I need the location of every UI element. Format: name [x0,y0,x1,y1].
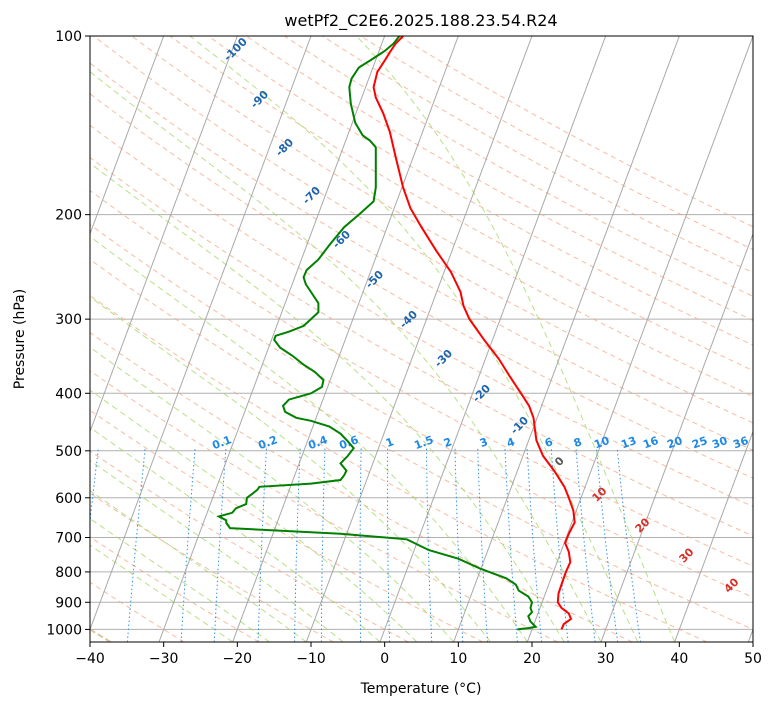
mixing-ratio-label: 30 [710,434,729,452]
x-tick-label: −30 [149,651,179,667]
mixing-ratio-label: 0.2 [256,433,279,452]
x-tick-label: 50 [744,651,762,667]
moist-adiabat [356,36,676,642]
y-tick-label: 400 [55,386,82,402]
mixing-ratio-label: 20 [665,434,684,452]
y-tick-label: 600 [55,491,82,507]
isotherms [90,36,753,642]
y-axis-ticks: 100 200 300 400 500 600 700 800 900 1000 [46,29,90,638]
dry-adiabat [90,331,633,642]
mixing-ratio-label: 3 [478,435,490,450]
dry-adiabat [90,223,753,598]
mixing-ratio-label: 0.1 [210,433,233,452]
profile-series [216,36,576,631]
moist-adiabat [90,459,344,642]
dry-adiabat [90,156,753,537]
mixing-ratio-label: 2 [442,435,454,450]
dry-adiabat [90,93,753,479]
moist-adiabat [90,544,233,642]
x-tick-label: 10 [449,651,467,667]
isotherm [90,36,312,631]
plot-frame [89,35,754,643]
x-tick-label: −20 [223,651,253,667]
mixing-ratio-label: 16 [641,434,660,452]
moist-adiabat [90,426,381,642]
pressure-gridlines [90,36,753,630]
dry-adiabat [245,36,753,321]
dry-adiabat [93,36,753,424]
isotherm [90,36,238,434]
isotherm [90,36,165,236]
x-axis-label: Temperature (°C) [360,681,482,697]
profile-line [372,36,576,630]
x-tick-label: −10 [296,651,326,667]
mixing-ratio-label: 1.5 [412,433,435,452]
chart-title: wetPf2_C2E6.2025.188.23.54.R24 [284,11,557,31]
x-tick-label: 30 [597,651,615,667]
x-tick-label: 40 [670,651,688,667]
y-tick-label: 300 [55,312,82,328]
moist-adiabat [90,346,455,642]
mixing-ratio-label: 6 [543,435,555,450]
mixing-ratio-label: 10 [592,434,611,452]
moist-adiabat [90,71,602,642]
y-tick-label: 700 [55,531,82,547]
y-tick-label: 1000 [46,622,82,638]
mixing-ratio-label: 1 [384,435,396,450]
dry-adiabat [90,409,484,642]
isotherm [600,232,753,642]
isotherm [305,36,533,642]
moist-adiabat [90,235,528,642]
dry-adiabat [90,294,708,642]
isotherm [674,430,753,642]
y-tick-label: 100 [55,29,82,45]
plot-area: -100-90-80-70-60-50-40-30-20-10010203040… [90,36,753,642]
moist-adiabat [90,389,418,642]
y-tick-label: 500 [55,444,82,460]
dry-adiabat [90,258,753,630]
mixing-ratio-label: 25 [690,434,709,451]
mixing-ratio-label: 13 [619,434,638,451]
dry-adiabat [169,36,753,372]
isotherm [158,36,386,642]
mixing-ratio-label: 36 [731,434,750,452]
moist-adiabat [90,296,491,642]
moist-adiabat [90,162,565,642]
x-tick-label: −40 [75,651,105,667]
x-tick-label: 0 [380,651,389,667]
x-axis-ticks: −40 −30 −20 −10 0 10 20 30 40 50 [75,642,762,667]
x-tick-label: 20 [523,651,541,667]
mixing-ratio-lines [90,448,641,642]
y-tick-label: 800 [55,565,82,581]
mixing-ratio-label: 0.4 [306,433,329,452]
mixing-ratio-label: 4 [505,435,517,450]
mixing-ratio-label: 8 [572,435,584,450]
moist-adiabat [90,517,270,642]
dry-adiabat [90,536,260,642]
mixing-ratio-line [616,448,641,642]
isotherm [379,36,607,642]
isotherm [232,36,459,642]
dry-adiabat [90,189,753,567]
y-tick-label: 900 [55,595,82,611]
y-axis-label: Pressure (hPa) [12,289,28,389]
isotherm [453,36,680,642]
y-tick-label: 200 [55,208,82,224]
profile-line [216,36,538,631]
dry-adiabat [90,492,334,642]
